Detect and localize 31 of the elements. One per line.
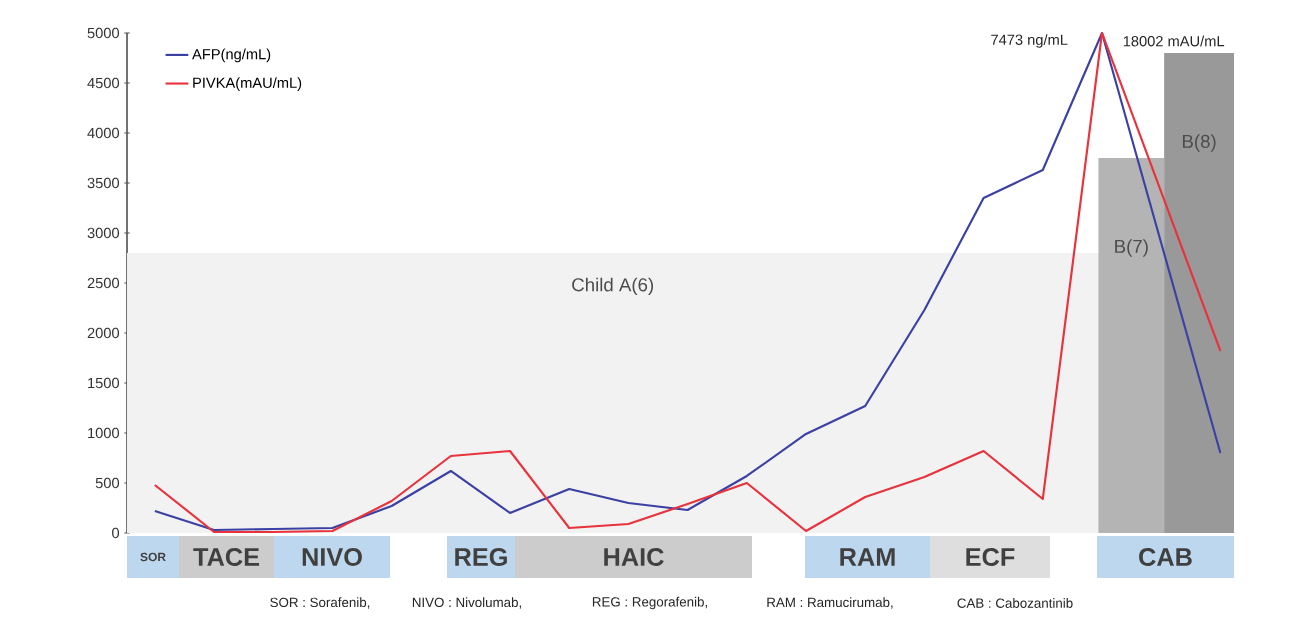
- text: REG : Regorafenib,: [592, 596, 707, 610]
- category-label: REG: [455, 548, 507, 566]
- category-label: RAM: [840, 548, 895, 566]
- category-label: CAB: [1139, 548, 1192, 566]
- text: RAM : Ramucirumab,: [767, 597, 893, 609]
- category-label: SOR: [140, 552, 166, 562]
- category-label: NIVO: [302, 548, 362, 566]
- y-tick-label: 3500: [87, 177, 120, 189]
- y-tick-label: 0: [112, 527, 120, 539]
- annotation: B(8): [1182, 134, 1216, 152]
- y-tick-label: 3000: [87, 227, 120, 239]
- y-tick-label: 1000: [88, 427, 120, 439]
- legend-label: AFP(ng/mL): [192, 48, 271, 63]
- category-label: TACE: [193, 548, 260, 566]
- y-tick-label: 2500: [87, 277, 120, 289]
- y-tick-label: 1500: [88, 377, 120, 389]
- annotation: 7473 ng/mL: [991, 34, 1068, 48]
- text: SOR : Sorafenib,: [270, 597, 370, 609]
- y-tick-label: 5000: [87, 27, 120, 39]
- text: CAB : Cabozantinib: [957, 598, 1073, 608]
- text: NIVO : Nivolumab,: [412, 597, 521, 609]
- annotation: B(7): [1115, 239, 1148, 257]
- y-tick-label: 2000: [87, 327, 120, 339]
- y-tick-label: 4500: [87, 77, 120, 89]
- y-tick-label: 500: [95, 477, 120, 489]
- y-tick-label: 4000: [87, 127, 120, 139]
- band-label: Child A(6): [572, 277, 654, 296]
- category-label: ECF: [966, 548, 1015, 566]
- annotation: 18002 mAU/mL: [1123, 35, 1225, 47]
- category-label: HAIC: [604, 548, 664, 566]
- legend-label: PIVKA(mAU/mL): [193, 77, 302, 91]
